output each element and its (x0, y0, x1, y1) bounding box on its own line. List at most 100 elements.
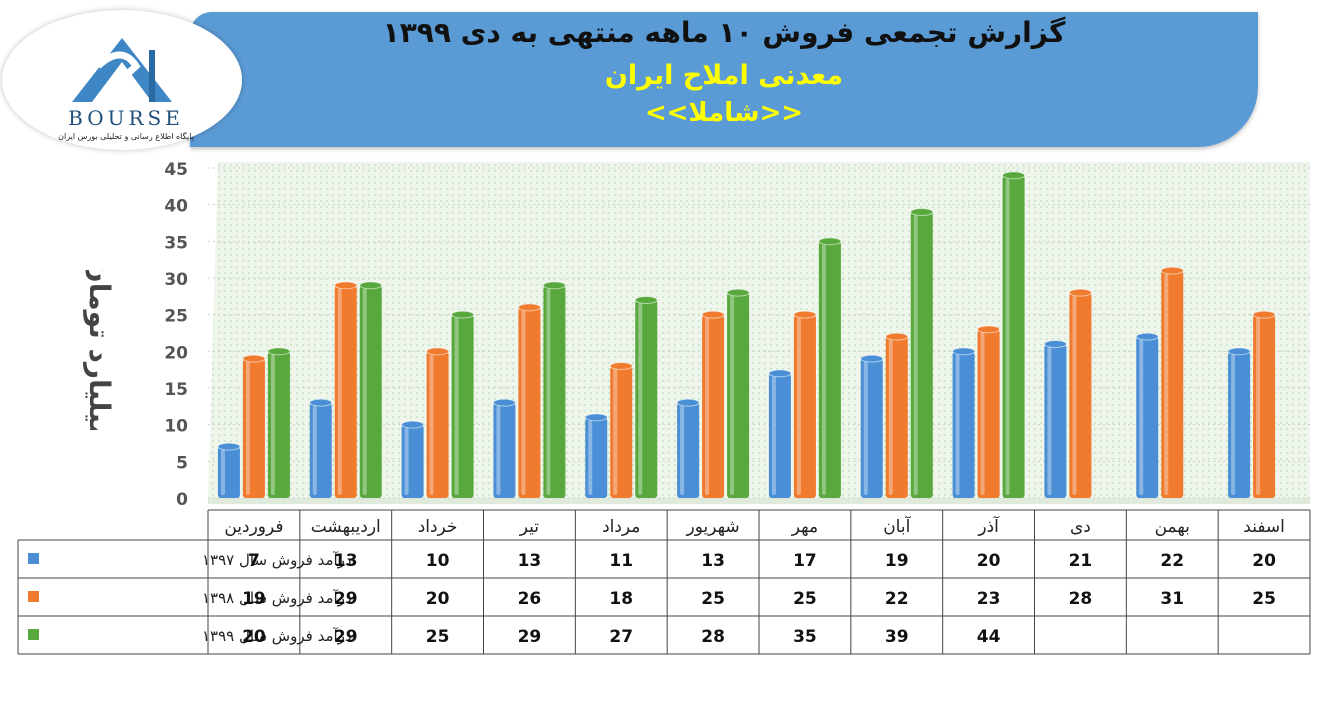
ticker-label: <<شاملا>> (644, 98, 804, 128)
x-tick-label: مهر (791, 517, 818, 537)
bar-cap (609, 362, 633, 370)
y-tick-label: 15 (164, 380, 188, 400)
bar (267, 347, 291, 498)
x-tick-label: بهمن (1155, 517, 1190, 537)
data-label: 13 (701, 551, 725, 571)
bar-cap (701, 310, 725, 319)
bar (609, 362, 633, 498)
bar-body (493, 402, 516, 498)
data-label: 13 (518, 551, 542, 571)
bar (217, 442, 241, 498)
bar (768, 369, 792, 498)
bar (910, 208, 934, 498)
bar-highlight (521, 310, 526, 495)
y-tick-label: 40 (164, 197, 188, 217)
bar-body (793, 314, 816, 498)
data-label: 27 (609, 627, 633, 647)
bar-body (818, 241, 841, 499)
data-label: 10 (426, 551, 450, 571)
data-label: 39 (885, 627, 909, 647)
bar-body (885, 336, 908, 498)
x-tick-label: خرداد (418, 517, 458, 537)
y-tick-label: 0 (176, 490, 188, 510)
data-label: 28 (701, 627, 725, 647)
bar-body (610, 366, 633, 498)
legend-swatch (28, 553, 39, 564)
x-tick-label: اسفند (1243, 517, 1285, 537)
data-label: 18 (609, 589, 633, 609)
bar-body (952, 351, 975, 498)
bar-body (727, 292, 750, 498)
legend-swatch (28, 591, 39, 602)
bar (793, 310, 817, 498)
bar-cap (401, 420, 425, 429)
data-label: 23 (977, 589, 1001, 609)
bar-highlight (220, 449, 225, 495)
bar-highlight (730, 295, 735, 495)
data-label: 21 (1069, 551, 1093, 571)
x-tick-label: آذر (977, 515, 1000, 537)
x-tick-label: اردیبهشت (311, 517, 381, 537)
bar-highlight (1072, 295, 1077, 495)
bar (860, 354, 884, 498)
bar (634, 296, 658, 498)
bar-body (977, 329, 1000, 498)
bar-cap (1160, 266, 1184, 275)
x-tick-label: آبان (883, 515, 911, 537)
bar-highlight (913, 215, 918, 495)
bourse24-logo: BOURSE پایگاه اطلاع رسانی و تحلیلی بورس … (2, 10, 242, 150)
x-tick-label: مرداد (602, 517, 640, 537)
bar (359, 281, 383, 498)
bar-body (860, 358, 883, 498)
bar-body (518, 307, 541, 498)
grid-lines (208, 162, 1310, 504)
bar-cap (309, 398, 333, 407)
bar-cap (726, 288, 750, 297)
bar-cap (542, 281, 566, 290)
bar-highlight (1256, 317, 1261, 495)
bar (426, 347, 450, 498)
y-axis-title-text: میلیارد تومان (83, 270, 112, 430)
bar-body (677, 402, 700, 498)
bar-body (1136, 336, 1159, 498)
bar-highlight (771, 376, 776, 495)
bar (1002, 171, 1026, 499)
bar-body (910, 212, 933, 498)
y-tick-label: 45 (164, 160, 188, 180)
bar-highlight (1139, 339, 1144, 495)
bar-cap (1252, 310, 1276, 319)
bar-highlight (588, 420, 593, 495)
bar (676, 398, 700, 498)
data-label: 25 (1252, 589, 1276, 609)
data-label: 25 (701, 589, 725, 609)
bar-highlight (496, 405, 501, 495)
data-label: 20 (242, 627, 266, 647)
bar-body (426, 351, 449, 498)
bar-body (1069, 292, 1092, 498)
x-tick-label: دی (1070, 517, 1091, 537)
chart-title: گزارش تجمعی فروش ۱۰ ماهه منتهی به دی ۱۳۹… (382, 16, 1066, 49)
bar-highlight (312, 405, 317, 495)
bar-body (1161, 270, 1184, 498)
data-label: 7 (248, 551, 260, 571)
bar-body (768, 373, 791, 498)
y-tick-label: 5 (176, 453, 188, 473)
x-tick-label: شهریور (685, 517, 739, 537)
bar-highlight (546, 288, 551, 495)
y-tick-label: 25 (164, 307, 188, 327)
bar (1227, 347, 1251, 498)
data-label: 22 (1160, 551, 1184, 571)
bar (584, 413, 608, 498)
legend-label: درآمد فروش سال ۱۳۹۹ (202, 627, 352, 645)
legend-swatch (28, 629, 39, 640)
data-label: 13 (334, 551, 358, 571)
bar (977, 325, 1001, 498)
bar-highlight (980, 332, 985, 495)
bar (1160, 266, 1184, 498)
bar-highlight (270, 354, 275, 495)
bar (726, 288, 750, 498)
bar (492, 398, 516, 498)
bar-body (267, 351, 290, 498)
data-label: 11 (609, 551, 633, 571)
bar-cap (451, 310, 475, 319)
